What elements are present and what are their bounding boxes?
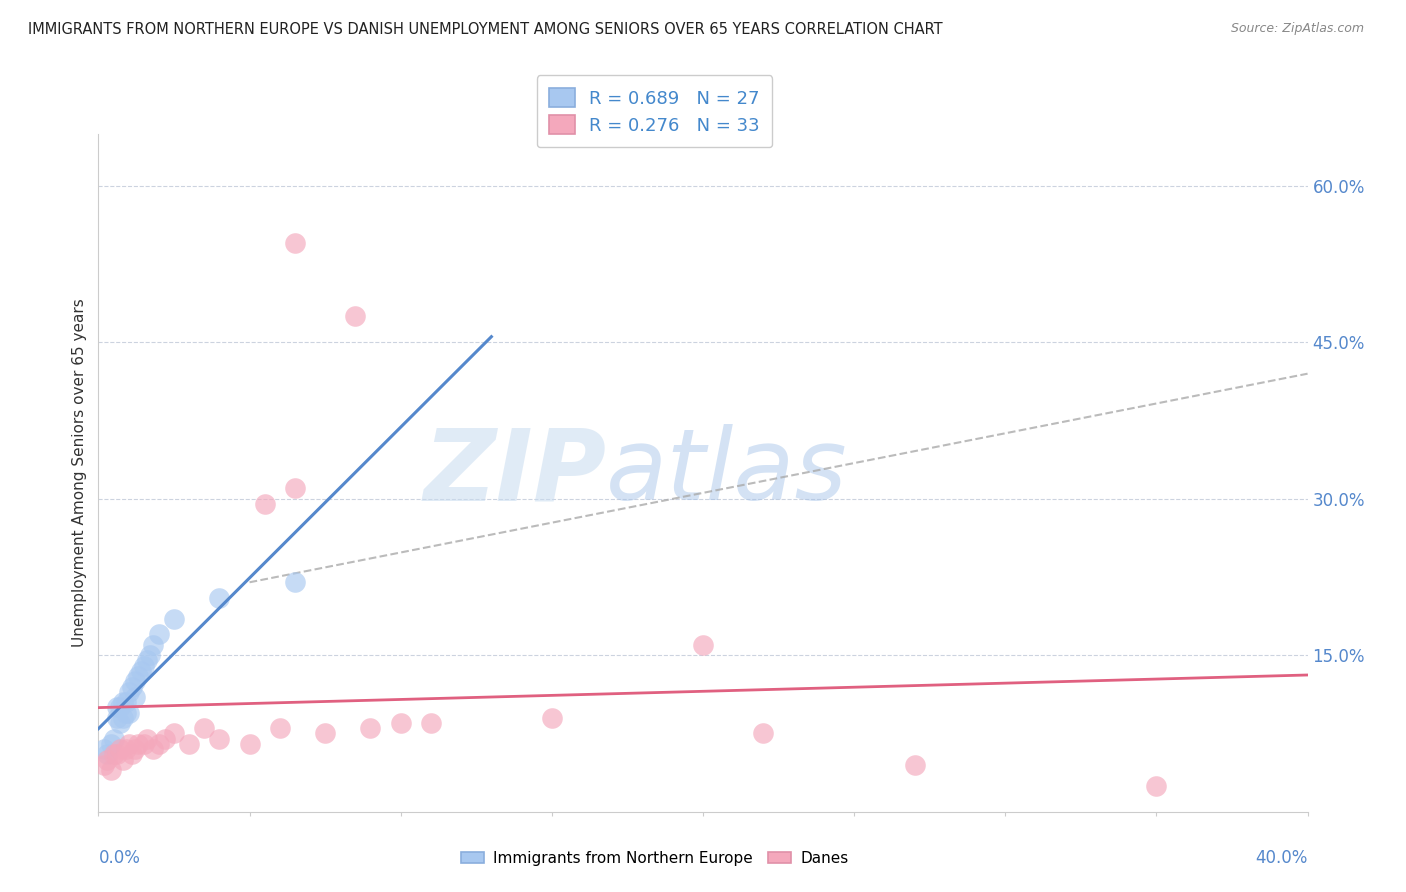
Point bbox=[124, 690, 146, 704]
Point bbox=[114, 706, 136, 720]
Point bbox=[96, 753, 118, 767]
Point bbox=[389, 716, 412, 731]
Point bbox=[111, 753, 134, 767]
Point bbox=[124, 674, 146, 689]
Point bbox=[139, 648, 162, 663]
Point bbox=[153, 731, 176, 746]
Point bbox=[344, 310, 367, 324]
Point bbox=[103, 747, 125, 762]
Point bbox=[108, 742, 131, 756]
Text: 40.0%: 40.0% bbox=[1256, 849, 1308, 867]
Text: 0.0%: 0.0% bbox=[98, 849, 141, 867]
Point bbox=[114, 742, 136, 756]
Point bbox=[420, 716, 443, 731]
Point bbox=[129, 664, 152, 678]
Point bbox=[208, 591, 231, 605]
Point bbox=[540, 711, 562, 725]
Point bbox=[93, 757, 115, 772]
Point bbox=[118, 706, 141, 720]
Point bbox=[269, 721, 291, 735]
Point bbox=[118, 737, 141, 751]
Point bbox=[121, 747, 143, 762]
Point bbox=[132, 658, 155, 673]
Point bbox=[105, 700, 128, 714]
Point bbox=[148, 627, 170, 641]
Text: Source: ZipAtlas.com: Source: ZipAtlas.com bbox=[1230, 22, 1364, 36]
Text: ZIP: ZIP bbox=[423, 425, 606, 521]
Point bbox=[360, 721, 382, 735]
Point bbox=[208, 731, 231, 746]
Point bbox=[314, 726, 336, 740]
Point bbox=[105, 711, 128, 725]
Point bbox=[100, 763, 122, 777]
Point bbox=[163, 612, 186, 626]
Point bbox=[124, 742, 146, 756]
Point bbox=[111, 695, 134, 709]
Point bbox=[121, 680, 143, 694]
Point bbox=[904, 757, 927, 772]
Point bbox=[114, 695, 136, 709]
Point bbox=[93, 742, 115, 756]
Point bbox=[142, 638, 165, 652]
Point bbox=[1144, 779, 1167, 793]
Point bbox=[135, 653, 157, 667]
Point bbox=[239, 737, 262, 751]
Point bbox=[103, 731, 125, 746]
Legend: Immigrants from Northern Europe, Danes: Immigrants from Northern Europe, Danes bbox=[454, 845, 855, 871]
Point bbox=[163, 726, 186, 740]
Y-axis label: Unemployment Among Seniors over 65 years: Unemployment Among Seniors over 65 years bbox=[72, 299, 87, 647]
Point bbox=[284, 575, 307, 590]
Point bbox=[111, 711, 134, 725]
Point bbox=[284, 236, 307, 251]
Text: IMMIGRANTS FROM NORTHERN EUROPE VS DANISH UNEMPLOYMENT AMONG SENIORS OVER 65 YEA: IMMIGRANTS FROM NORTHERN EUROPE VS DANIS… bbox=[28, 22, 943, 37]
Point bbox=[142, 742, 165, 756]
Point bbox=[100, 737, 122, 751]
Point bbox=[752, 726, 775, 740]
Point bbox=[127, 737, 149, 751]
Point bbox=[108, 716, 131, 731]
Point bbox=[132, 737, 155, 751]
Point bbox=[127, 669, 149, 683]
Point bbox=[105, 747, 128, 762]
Point bbox=[108, 700, 131, 714]
Point bbox=[148, 737, 170, 751]
Text: atlas: atlas bbox=[606, 425, 848, 521]
Point bbox=[284, 482, 307, 496]
Point bbox=[96, 747, 118, 762]
Point bbox=[692, 638, 714, 652]
Point bbox=[135, 731, 157, 746]
Point bbox=[193, 721, 215, 735]
Point bbox=[179, 737, 201, 751]
Point bbox=[253, 497, 276, 511]
Point bbox=[118, 685, 141, 699]
